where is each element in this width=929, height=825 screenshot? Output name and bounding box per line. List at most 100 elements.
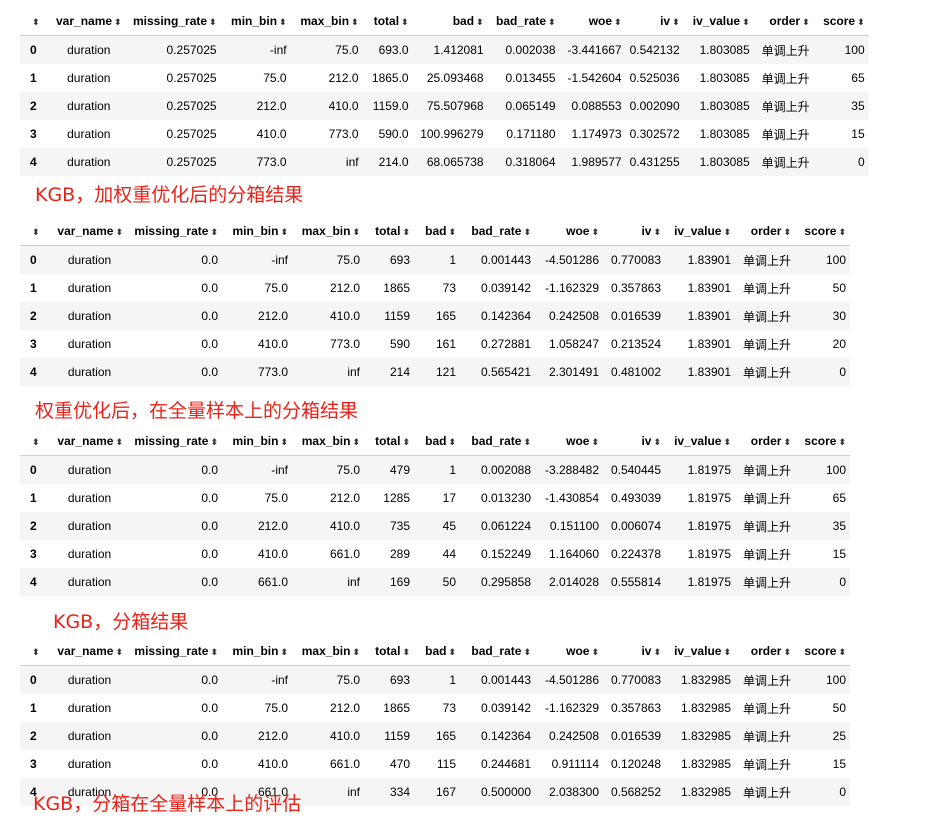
column-header-bad-rate[interactable]: bad_rate ⬍ [460, 216, 535, 246]
sort-icon[interactable]: ⬍ [448, 436, 456, 447]
sort-icon[interactable]: ⬍ [857, 16, 865, 27]
sort-icon[interactable]: ⬍ [402, 436, 410, 447]
sort-icon[interactable]: ⬍ [476, 16, 484, 27]
column-header-order[interactable]: order ⬍ [753, 6, 814, 36]
column-header-total[interactable]: total ⬍ [362, 6, 413, 36]
sort-icon[interactable]: ⬍ [672, 16, 680, 27]
column-header-score[interactable]: score ⬍ [795, 426, 850, 456]
column-header-min-bin[interactable]: min_bin ⬍ [222, 636, 292, 666]
sort-icon[interactable]: ⬍ [548, 16, 556, 27]
sort-icon[interactable]: ⬍ [523, 226, 531, 237]
sort-icon[interactable]: ⬍ [653, 646, 661, 657]
column-header-iv-value[interactable]: iv_value ⬍ [665, 636, 735, 666]
column-header-order[interactable]: order ⬍ [735, 216, 795, 246]
column-header-missing-rate[interactable]: missing_rate ⬍ [127, 426, 222, 456]
column-header-score[interactable]: score ⬍ [813, 6, 869, 36]
sort-icon[interactable]: ⬍ [523, 436, 531, 447]
column-header-var-name[interactable]: var_name ⬍ [52, 426, 127, 456]
sort-icon[interactable]: ⬍ [402, 226, 410, 237]
column-header-missing-rate[interactable]: missing_rate ⬍ [127, 216, 222, 246]
sort-icon[interactable]: ⬍ [838, 436, 846, 447]
column-header-index[interactable]: ⬍ [20, 216, 52, 246]
sort-icon[interactable]: ⬍ [723, 436, 731, 447]
column-header-bad[interactable]: bad ⬍ [414, 636, 460, 666]
sort-icon[interactable]: ⬍ [838, 646, 846, 657]
sort-icon[interactable]: ⬍ [783, 436, 791, 447]
column-header-iv[interactable]: iv ⬍ [603, 636, 665, 666]
column-header-var-name[interactable]: var_name ⬍ [52, 636, 127, 666]
column-header-iv[interactable]: iv ⬍ [603, 426, 665, 456]
sort-icon[interactable]: ⬍ [591, 226, 599, 237]
sort-icon[interactable]: ⬍ [280, 646, 288, 657]
column-header-max-bin[interactable]: max_bin ⬍ [290, 6, 363, 36]
column-header-index[interactable]: ⬍ [20, 6, 52, 36]
sort-icon[interactable]: ⬍ [115, 226, 123, 237]
column-header-score[interactable]: score ⬍ [795, 636, 850, 666]
sort-icon[interactable]: ⬍ [723, 646, 731, 657]
column-header-iv-value[interactable]: iv_value ⬍ [665, 216, 735, 246]
column-header-woe[interactable]: woe ⬍ [535, 636, 603, 666]
column-header-min-bin[interactable]: min_bin ⬍ [222, 426, 292, 456]
sort-icon[interactable]: ⬍ [32, 436, 40, 447]
sort-icon[interactable]: ⬍ [280, 226, 288, 237]
column-header-iv[interactable]: iv ⬍ [625, 6, 684, 36]
sort-icon[interactable]: ⬍ [401, 16, 409, 27]
column-header-max-bin[interactable]: max_bin ⬍ [292, 636, 364, 666]
sort-icon[interactable]: ⬍ [402, 646, 410, 657]
column-header-bad-rate[interactable]: bad_rate ⬍ [487, 6, 560, 36]
sort-icon[interactable]: ⬍ [783, 646, 791, 657]
column-header-bad[interactable]: bad ⬍ [414, 426, 460, 456]
sort-icon[interactable]: ⬍ [115, 646, 123, 657]
column-header-score[interactable]: score ⬍ [795, 216, 850, 246]
sort-icon[interactable]: ⬍ [614, 16, 622, 27]
column-header-iv[interactable]: iv ⬍ [603, 216, 665, 246]
sort-icon[interactable]: ⬍ [115, 436, 123, 447]
sort-icon[interactable]: ⬍ [523, 646, 531, 657]
sort-icon[interactable]: ⬍ [279, 16, 287, 27]
column-header-iv-value[interactable]: iv_value ⬍ [665, 426, 735, 456]
sort-icon[interactable]: ⬍ [742, 16, 750, 27]
sort-icon[interactable]: ⬍ [352, 646, 360, 657]
column-header-total[interactable]: total ⬍ [364, 216, 414, 246]
column-header-min-bin[interactable]: min_bin ⬍ [220, 6, 291, 36]
column-header-var-name[interactable]: var_name ⬍ [52, 216, 127, 246]
sort-icon[interactable]: ⬍ [838, 226, 846, 237]
sort-icon[interactable]: ⬍ [783, 226, 791, 237]
sort-icon[interactable]: ⬍ [802, 16, 810, 27]
sort-icon[interactable]: ⬍ [280, 436, 288, 447]
sort-icon[interactable]: ⬍ [351, 16, 359, 27]
column-header-woe[interactable]: woe ⬍ [535, 216, 603, 246]
sort-icon[interactable]: ⬍ [210, 226, 218, 237]
sort-icon[interactable]: ⬍ [448, 646, 456, 657]
column-header-iv-value[interactable]: iv_value ⬍ [683, 6, 754, 36]
sort-icon[interactable]: ⬍ [32, 226, 40, 237]
column-header-woe[interactable]: woe ⬍ [559, 6, 626, 36]
sort-icon[interactable]: ⬍ [352, 226, 360, 237]
column-header-index[interactable]: ⬍ [20, 636, 52, 666]
sort-icon[interactable]: ⬍ [591, 436, 599, 447]
column-header-bad-rate[interactable]: bad_rate ⬍ [460, 426, 535, 456]
sort-icon[interactable]: ⬍ [653, 436, 661, 447]
column-header-min-bin[interactable]: min_bin ⬍ [222, 216, 292, 246]
column-header-missing-rate[interactable]: missing_rate ⬍ [127, 636, 222, 666]
sort-icon[interactable]: ⬍ [591, 646, 599, 657]
column-header-bad[interactable]: bad ⬍ [412, 6, 488, 36]
sort-icon[interactable]: ⬍ [352, 436, 360, 447]
column-header-total[interactable]: total ⬍ [364, 636, 414, 666]
column-header-order[interactable]: order ⬍ [735, 426, 795, 456]
sort-icon[interactable]: ⬍ [32, 16, 40, 27]
column-header-max-bin[interactable]: max_bin ⬍ [292, 216, 364, 246]
sort-icon[interactable]: ⬍ [210, 646, 218, 657]
column-header-total[interactable]: total ⬍ [364, 426, 414, 456]
sort-icon[interactable]: ⬍ [32, 646, 40, 657]
column-header-max-bin[interactable]: max_bin ⬍ [292, 426, 364, 456]
column-header-woe[interactable]: woe ⬍ [535, 426, 603, 456]
column-header-missing-rate[interactable]: missing_rate ⬍ [125, 6, 221, 36]
column-header-order[interactable]: order ⬍ [735, 636, 795, 666]
column-header-index[interactable]: ⬍ [20, 426, 52, 456]
column-header-bad[interactable]: bad ⬍ [414, 216, 460, 246]
sort-icon[interactable]: ⬍ [209, 16, 217, 27]
sort-icon[interactable]: ⬍ [723, 226, 731, 237]
sort-icon[interactable]: ⬍ [210, 436, 218, 447]
sort-icon[interactable]: ⬍ [114, 16, 122, 27]
